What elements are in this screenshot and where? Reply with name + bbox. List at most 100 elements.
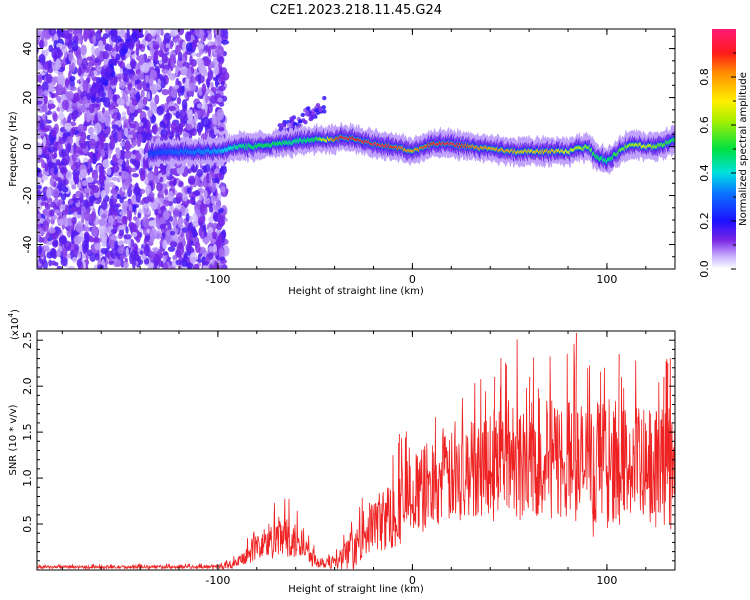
heatmap-cell bbox=[322, 109, 327, 114]
heatmap-cell bbox=[53, 240, 59, 247]
heatmap-cell bbox=[207, 45, 212, 57]
heatmap-cell bbox=[71, 100, 79, 111]
heatmap-cell bbox=[88, 235, 94, 243]
heatmap-cell bbox=[76, 54, 83, 67]
heatmap-cell bbox=[101, 213, 107, 219]
heatmap-cell bbox=[208, 245, 214, 253]
heatmap-cell bbox=[100, 189, 106, 199]
heatmap-cell bbox=[56, 159, 61, 165]
heatmap-cell bbox=[53, 188, 59, 200]
heatmap-cell bbox=[157, 49, 164, 58]
heatmap-cell bbox=[221, 39, 230, 45]
heatmap-cell bbox=[170, 29, 178, 37]
heatmap-cell bbox=[46, 153, 50, 161]
heatmap-cell bbox=[129, 252, 134, 265]
heatmap-cell bbox=[214, 260, 218, 267]
heatmap-cell bbox=[173, 37, 181, 45]
heatmap-cell bbox=[216, 223, 223, 231]
heatmap-cell bbox=[198, 48, 204, 55]
heatmap-cell bbox=[112, 94, 118, 102]
heatmap-cell bbox=[188, 178, 196, 184]
heatmap-cell bbox=[106, 222, 112, 227]
heatmap-cell bbox=[139, 250, 144, 255]
heatmap-cell bbox=[212, 231, 218, 240]
heatmap-cell bbox=[149, 251, 156, 259]
heatmap-cell bbox=[148, 220, 157, 227]
heatmap-cell bbox=[91, 44, 96, 56]
heatmap-cell bbox=[201, 83, 207, 95]
heatmap-cell bbox=[140, 89, 145, 98]
heatmap-cell bbox=[64, 33, 72, 40]
heatmap-cell bbox=[62, 214, 66, 226]
heatmap-cell bbox=[161, 53, 168, 64]
heatmap-cell bbox=[110, 248, 118, 259]
heatmap-cell bbox=[185, 42, 193, 52]
heatmap-cell bbox=[149, 69, 157, 79]
heatmap-cell bbox=[149, 101, 155, 109]
heatmap-cell bbox=[143, 162, 148, 170]
heatmap-cell bbox=[92, 153, 97, 160]
heatmap-cell bbox=[95, 252, 100, 261]
heatmap-cell bbox=[75, 223, 83, 233]
heatmap-cell bbox=[90, 211, 96, 222]
heatmap-cell bbox=[72, 92, 80, 103]
heatmap-cell bbox=[79, 104, 87, 113]
heatmap-cell bbox=[91, 96, 96, 103]
heatmap-cell bbox=[157, 209, 162, 214]
heatmap-cell bbox=[138, 44, 143, 49]
heatmap-cell bbox=[78, 243, 83, 255]
heatmap-cell bbox=[303, 108, 308, 113]
heatmap-cell bbox=[167, 190, 174, 203]
heatmap-cell bbox=[158, 59, 163, 65]
heatmap-cell bbox=[162, 239, 168, 250]
heatmap-cell bbox=[41, 159, 45, 169]
heatmap-cell bbox=[86, 67, 90, 73]
heatmap-cell bbox=[42, 103, 48, 113]
heatmap-cell bbox=[201, 116, 210, 128]
heatmap-cell bbox=[52, 112, 58, 122]
heatmap-cell bbox=[200, 203, 209, 208]
heatmap-cell bbox=[198, 64, 207, 74]
heatmap-cell bbox=[45, 232, 49, 240]
heatmap-cell bbox=[138, 122, 144, 127]
heatmap-cell bbox=[219, 166, 227, 175]
heatmap-cell bbox=[200, 33, 204, 43]
heatmap-cell bbox=[56, 265, 62, 269]
heatmap-cell bbox=[43, 89, 49, 97]
heatmap-cell bbox=[38, 39, 45, 49]
heatmap-cell bbox=[83, 187, 92, 193]
heatmap-cell bbox=[71, 40, 79, 52]
heatmap-cell bbox=[170, 230, 175, 236]
heatmap-cell bbox=[122, 158, 126, 171]
heatmap-cell bbox=[126, 210, 132, 221]
heatmap-cell bbox=[62, 247, 68, 258]
heatmap-cell bbox=[137, 212, 141, 219]
heatmap-cell bbox=[297, 119, 303, 124]
heatmap-cell bbox=[136, 73, 145, 80]
heatmap-cell bbox=[167, 246, 176, 252]
heatmap-cell bbox=[185, 31, 192, 42]
heatmap-cell bbox=[106, 167, 112, 176]
heatmap-cell bbox=[214, 251, 219, 256]
heatmap-cell bbox=[176, 244, 185, 256]
heatmap-cell bbox=[107, 176, 113, 182]
heatmap-cell bbox=[94, 243, 101, 251]
heatmap-cell bbox=[100, 76, 106, 84]
heatmap-cell bbox=[92, 185, 100, 193]
heatmap-cell bbox=[161, 205, 166, 210]
heatmap-cell bbox=[66, 135, 73, 146]
heatmap-cell bbox=[146, 82, 150, 88]
heatmap-cell bbox=[50, 201, 56, 208]
heatmap-cell bbox=[79, 75, 84, 83]
heatmap-cell bbox=[54, 209, 60, 215]
heatmap-cell bbox=[322, 95, 327, 101]
heatmap-cell bbox=[98, 166, 105, 175]
heatmap-cell bbox=[123, 127, 129, 137]
heatmap-cell bbox=[135, 91, 141, 103]
heatmap-cell bbox=[217, 56, 225, 64]
heatmap-cell bbox=[119, 229, 125, 237]
heatmap-cell bbox=[87, 159, 92, 170]
heatmap-cell bbox=[292, 122, 298, 127]
